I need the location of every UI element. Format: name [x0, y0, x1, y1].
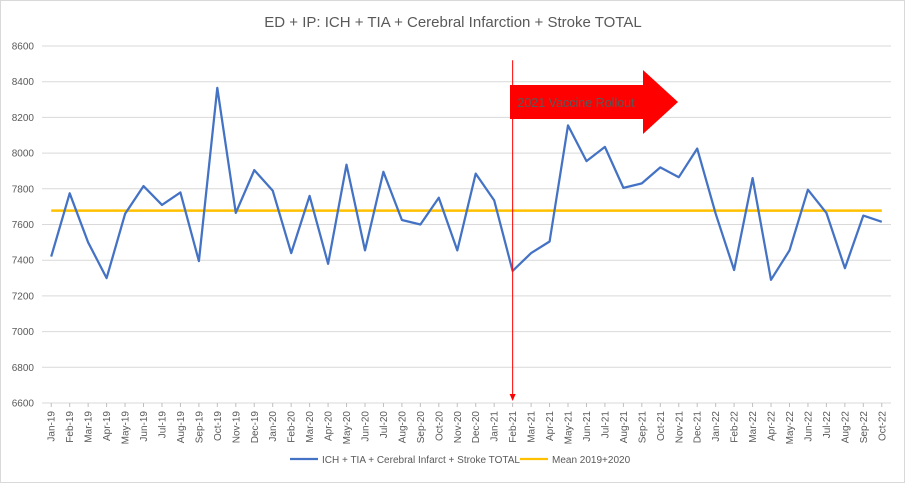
x-tick-label: Oct-22: [877, 411, 888, 441]
y-tick-label: 8000: [12, 149, 35, 160]
x-tick-label: Nov-20: [453, 411, 464, 444]
x-tick-label: Apr-21: [545, 411, 556, 441]
x-tick-label: Sep-20: [416, 411, 427, 444]
x-tick-label: Mar-22: [748, 411, 759, 443]
y-tick-label: 7200: [12, 291, 35, 302]
gridlines: [42, 45, 891, 407]
x-tick-label: Jun-19: [139, 411, 150, 442]
x-tick-label: Jul-21: [600, 411, 611, 439]
x-tick-label: Jul-20: [379, 411, 390, 439]
x-tick-label: Feb-19: [65, 411, 76, 443]
x-tick-label: Apr-20: [324, 411, 335, 441]
x-tick-label: Jan-21: [490, 411, 501, 442]
x-tick-label: Dec-19: [250, 411, 261, 444]
series-lines: [50, 86, 883, 281]
x-tick-label: Nov-21: [674, 411, 685, 444]
chart-title: ED + IP: ICH + TIA + Cerebral Infarction…: [264, 14, 641, 31]
x-tick-label: Aug-19: [176, 411, 187, 444]
x-tick-label: May-19: [121, 411, 132, 445]
x-tick-label: Jun-21: [582, 411, 593, 442]
x-tick-label: Mar-20: [305, 411, 316, 443]
x-tick-label: Aug-20: [397, 411, 408, 444]
y-tick-label: 7400: [12, 256, 35, 267]
y-tick-label: 7800: [12, 184, 35, 195]
y-tick-label: 7600: [12, 220, 35, 231]
x-tick-label: Jun-22: [803, 411, 814, 442]
legend-label-total: ICH + TIA + Cerebral Infarct + Stroke TO…: [322, 455, 520, 466]
y-tick-label: 8400: [12, 77, 35, 88]
x-tick-label: Sep-21: [637, 411, 648, 444]
x-tick-label: May-21: [564, 411, 575, 445]
vaccine-rollout-block-arrow: [510, 70, 678, 134]
series-line-total: [50, 86, 883, 281]
x-tick-label: Jul-19: [157, 411, 168, 439]
x-tick-label: May-20: [342, 411, 353, 445]
x-tick-label: Jan-22: [711, 411, 722, 442]
x-tick-label: Jul-22: [822, 411, 833, 439]
y-tick-label: 6800: [12, 363, 35, 374]
x-tick-label: Oct-19: [213, 411, 224, 441]
x-tick-label: Aug-22: [840, 411, 851, 444]
x-axis-tick-labels: Jan-19 Feb-19 Mar-19 Apr-19 May-19 Jun-19 Jul-…: [47, 411, 889, 445]
x-tick-label: Feb-21: [508, 411, 519, 443]
vaccine-rollout-label: 2021 Vaccine Rollout: [517, 96, 635, 110]
legend: ICH + TIA + Cerebral Infarct + Stroke TO…: [290, 455, 631, 466]
x-tick-label: Sep-22: [859, 411, 870, 444]
x-tick-label: Mar-21: [527, 411, 538, 443]
x-tick-label: Aug-21: [619, 411, 630, 444]
x-tick-label: Jan-19: [47, 411, 58, 442]
x-tick-label: Oct-20: [434, 411, 445, 441]
x-tick-label: May-22: [785, 411, 796, 445]
y-tick-label: 7000: [12, 327, 35, 338]
y-tick-label: 6600: [12, 399, 35, 410]
x-tick-label: Feb-20: [287, 411, 298, 443]
x-tick-label: Feb-22: [730, 411, 741, 443]
x-tick-label: Dec-21: [693, 411, 704, 444]
y-axis-tick-labels: 6600 6800 7000 7200 7400 7600 7800 8000 8200 8400…: [12, 42, 35, 410]
annotations: 2021 Vaccine Rollout: [509, 60, 678, 401]
x-tick-label: Apr-19: [102, 411, 113, 441]
x-tick-label: Dec-20: [471, 411, 482, 444]
y-tick-label: 8200: [12, 113, 35, 124]
x-tick-label: Nov-19: [231, 411, 242, 444]
x-tick-label: Jan-20: [268, 411, 279, 442]
vaccine-rollout-marker-arrowhead: [509, 394, 516, 401]
x-tick-label: Sep-19: [194, 411, 205, 444]
x-tick-label: Mar-19: [84, 411, 95, 443]
legend-label-mean: Mean 2019+2020: [552, 455, 631, 466]
x-tick-label: Apr-22: [767, 411, 778, 441]
x-tick-label: Oct-21: [656, 411, 667, 441]
x-tick-label: Jun-20: [360, 411, 371, 442]
y-tick-label: 8600: [12, 42, 35, 53]
